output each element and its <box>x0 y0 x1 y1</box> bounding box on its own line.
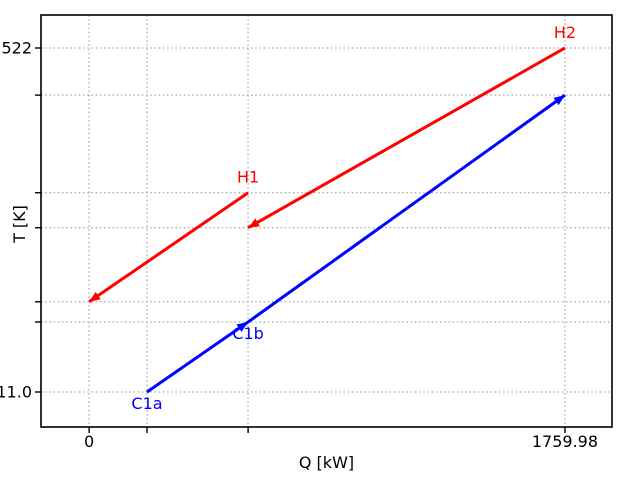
stream-label-H1: H1 <box>237 168 259 187</box>
plot-border <box>40 14 613 428</box>
x-tick-label: 1759.98 <box>532 432 598 451</box>
stream-arrowhead-H2 <box>248 218 260 228</box>
stream-arrowhead-C1b <box>553 95 565 106</box>
stream-arrowhead-H1 <box>89 291 101 302</box>
stream-line-C1a <box>146 320 249 394</box>
x-tick-label: 0 <box>84 432 94 451</box>
y-tick-label: 11.0 <box>0 382 32 401</box>
stream-label-C1b: C1b <box>232 324 264 343</box>
stream-arrowhead-C1a <box>236 321 249 332</box>
y-axis-label: T [K] <box>10 205 29 244</box>
stream-line-H2 <box>247 46 566 230</box>
stream-label-H2: H2 <box>554 23 576 42</box>
stream-line-C1b <box>247 93 566 324</box>
stream-label-C1a: C1a <box>131 394 162 413</box>
x-axis-label: Q [kW] <box>299 453 354 472</box>
y-tick-label: 522 <box>1 38 32 57</box>
stream-line-H1 <box>88 191 249 304</box>
